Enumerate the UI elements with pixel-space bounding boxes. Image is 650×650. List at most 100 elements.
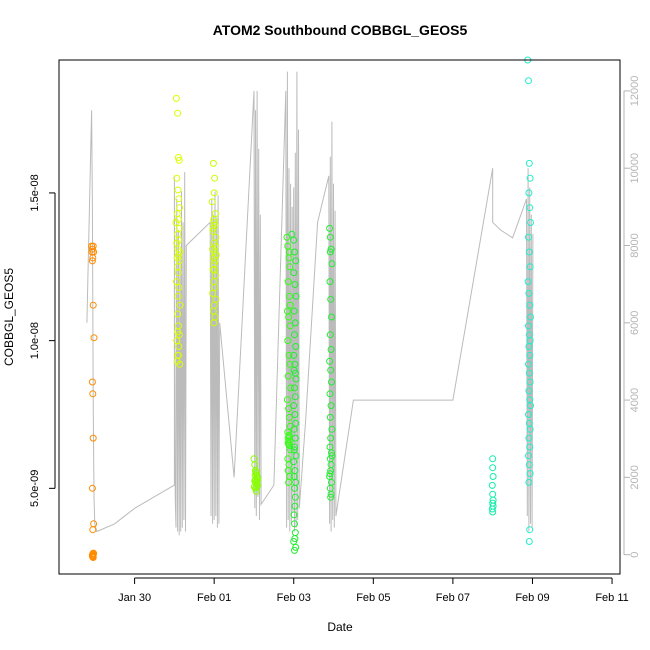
right-tick-label: 8000 <box>629 233 641 257</box>
data-point <box>90 549 98 557</box>
data-point <box>252 468 260 476</box>
data-point <box>291 369 299 377</box>
right-axis: 0 2000 4000 6000 8000 10000 12000 <box>623 76 641 558</box>
right-tick-label: 6000 <box>629 311 641 335</box>
x-tick-label: Feb 09 <box>515 592 549 604</box>
data-point <box>326 248 334 256</box>
right-tick-label: 4000 <box>629 388 641 412</box>
data-point <box>88 257 96 265</box>
data-point <box>211 257 219 265</box>
data-point <box>252 476 259 483</box>
right-tick-label: 0 <box>629 552 641 558</box>
altitude-line <box>86 71 534 536</box>
right-tick-label: 10000 <box>629 153 641 184</box>
data-point <box>526 443 534 451</box>
y-tick-label: 1.5e-08 <box>29 174 41 211</box>
data-point <box>526 526 534 534</box>
data-point <box>286 322 294 330</box>
data-point <box>488 481 496 489</box>
data-point <box>526 204 534 212</box>
data-point <box>210 219 218 226</box>
data-point <box>525 343 533 350</box>
data-point <box>209 227 217 235</box>
x-tick-label: Feb 07 <box>436 592 470 604</box>
data-point <box>88 378 96 386</box>
data-point <box>526 470 534 478</box>
data-point <box>210 189 218 197</box>
data-point <box>291 443 298 451</box>
data-point <box>526 425 534 433</box>
data-point <box>290 269 298 277</box>
data-point <box>526 301 534 309</box>
data-point <box>90 334 98 342</box>
data-point <box>291 484 298 492</box>
data-point <box>90 520 98 528</box>
data-point <box>175 343 183 350</box>
data-point <box>488 505 496 513</box>
data-point <box>327 493 335 501</box>
data-point <box>489 455 497 463</box>
data-point <box>176 360 184 368</box>
data-point <box>174 292 182 300</box>
data-point <box>284 337 292 345</box>
data-point <box>291 434 299 442</box>
series-3 <box>250 455 262 495</box>
data-point <box>527 402 534 410</box>
data-point <box>328 452 336 460</box>
data-point <box>525 369 533 377</box>
data-point <box>175 156 183 164</box>
data-point <box>327 295 335 303</box>
data-point <box>526 378 534 386</box>
data-point <box>489 502 497 510</box>
data-point <box>285 248 293 256</box>
data-point <box>210 319 218 327</box>
data-point <box>174 154 182 161</box>
data-point <box>89 434 97 442</box>
data-point <box>292 343 300 350</box>
data-point <box>284 278 292 286</box>
data-point <box>525 189 533 197</box>
x-tick-label: Jan 30 <box>118 592 151 604</box>
data-point <box>290 458 298 466</box>
series-7 <box>524 56 534 545</box>
data-point <box>285 478 293 486</box>
data-point <box>326 413 334 421</box>
data-point <box>89 526 97 534</box>
data-point <box>290 425 298 433</box>
data-point <box>176 204 184 212</box>
data-point <box>525 538 533 545</box>
data-point <box>328 260 336 268</box>
data-point <box>173 337 181 345</box>
data-point <box>252 484 259 492</box>
data-point <box>174 328 182 336</box>
x-tick-label: Feb 05 <box>356 592 390 604</box>
data-point <box>292 452 300 460</box>
data-point <box>291 331 298 339</box>
data-point <box>291 529 299 537</box>
data-point <box>285 413 293 421</box>
data-point <box>211 174 219 182</box>
data-point <box>291 281 299 288</box>
data-point <box>174 351 182 359</box>
data-point <box>525 77 532 85</box>
data-point <box>292 257 300 265</box>
data-point <box>252 483 260 491</box>
data-point <box>525 322 532 330</box>
data-point <box>209 159 217 167</box>
data-point <box>326 224 334 232</box>
data-point <box>290 307 298 315</box>
data-point <box>173 174 181 182</box>
data-point <box>326 357 334 365</box>
data-point <box>327 245 335 253</box>
data-point <box>285 405 293 413</box>
y-axis: 5.0e-09 1.0e-08 1.5e-08 <box>29 174 56 507</box>
data-point <box>290 446 298 454</box>
data-point <box>524 278 532 286</box>
data-point <box>209 289 217 297</box>
data-points <box>88 56 534 561</box>
data-point <box>525 289 533 297</box>
data-point <box>290 351 298 359</box>
data-point <box>211 284 219 291</box>
data-point <box>175 284 183 291</box>
